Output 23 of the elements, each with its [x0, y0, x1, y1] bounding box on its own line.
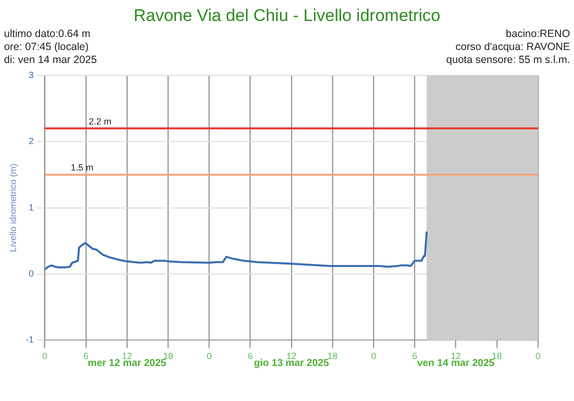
- y-tick-label: 1: [28, 202, 34, 212]
- x-tick-label: 0: [535, 351, 541, 362]
- x-tick-label: 6: [83, 351, 88, 362]
- text: ultimo dato:0.64 m: [4, 28, 92, 41]
- chart-title: Ravone Via del Chiu - Livello idrometrico: [132, 5, 442, 27]
- y-tick-label: 0: [28, 268, 34, 278]
- text: bacino:RENO: [504, 28, 570, 41]
- y-axis-title: Livello idrometrico (m): [8, 164, 18, 252]
- text: ore: 07:45 (locale): [4, 41, 90, 54]
- x-tick-label: 0: [371, 351, 376, 362]
- y-tick-label: 3: [28, 70, 34, 80]
- x-tick-label: 0: [206, 351, 212, 362]
- x-tick-label: 6: [412, 351, 418, 362]
- x-tick-label: 18: [327, 351, 338, 362]
- text: corso d'acqua: RAVONE: [454, 41, 570, 54]
- y-tick-label: 2: [28, 136, 34, 146]
- ref-line-label: 2.2 m: [88, 116, 112, 126]
- ref-line-label: 1.5 m: [70, 162, 94, 173]
- y-tick-label: -1: [26, 334, 34, 345]
- text: quota sensore: 55 m s.l.m.: [446, 54, 570, 67]
- text: di: ven 14 mar 2025: [4, 54, 97, 67]
- x-tick-label: 0: [42, 351, 48, 362]
- x-tick-label: 6: [248, 351, 253, 362]
